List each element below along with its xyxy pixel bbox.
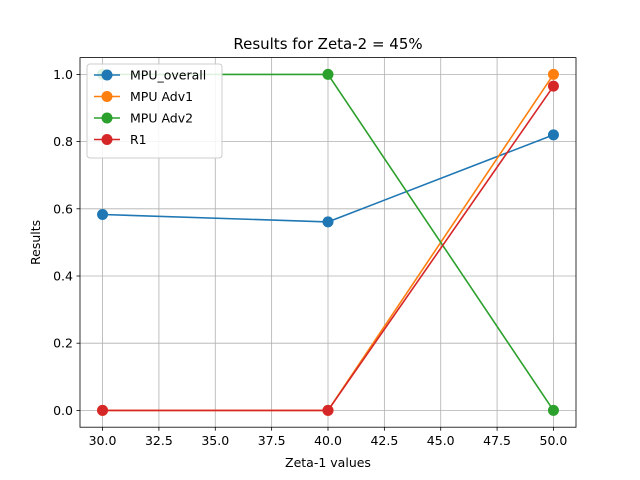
x-tick-label: 42.5 <box>370 433 398 448</box>
legend-label: MPU_overall <box>130 68 206 83</box>
series-r1 <box>97 80 559 416</box>
legend-item: MPU_overall <box>94 68 206 83</box>
x-tick-label: 30.0 <box>89 433 117 448</box>
data-point <box>547 404 559 416</box>
y-axis: 0.0 0.2 0.4 0.6 0.8 1.0 <box>53 67 80 418</box>
legend-item: MPU Adv1 <box>94 89 193 104</box>
y-tick-label: 0.4 <box>53 269 73 284</box>
y-tick-label: 0.8 <box>53 134 73 149</box>
chart-title: Results for Zeta-2 = 45% <box>233 35 422 53</box>
x-tick-label: 45.0 <box>427 433 455 448</box>
y-tick-label: 0.6 <box>53 201 73 216</box>
legend: MPU_overall MPU Adv1 MPU Adv2 R1 <box>86 63 223 159</box>
legend-label: R1 <box>130 132 147 147</box>
legend-label: MPU Adv1 <box>130 89 193 104</box>
legend-label: MPU Adv2 <box>130 111 193 126</box>
legend-box <box>86 63 223 159</box>
legend-marker <box>101 91 113 102</box>
y-tick-label: 1.0 <box>53 67 73 82</box>
data-point <box>322 68 334 80</box>
legend-item: MPU Adv2 <box>94 111 193 126</box>
data-point <box>547 129 559 141</box>
data-point <box>547 80 559 92</box>
x-tick-label: 32.5 <box>145 433 173 448</box>
legend-marker <box>101 112 113 124</box>
x-tick-label: 40.0 <box>314 433 342 448</box>
data-point <box>97 209 109 221</box>
legend-marker <box>101 134 113 145</box>
y-tick-label: 0.2 <box>53 336 73 351</box>
x-axis-label: Zeta-1 values <box>285 455 371 470</box>
data-point <box>322 216 334 228</box>
x-tick-label: 50.0 <box>540 433 568 448</box>
x-tick-label: 37.5 <box>258 433 286 448</box>
legend-item: R1 <box>94 132 147 147</box>
y-tick-label: 0.0 <box>53 403 73 418</box>
y-axis-label: Results <box>28 220 43 265</box>
x-tick-label: 47.5 <box>483 433 511 448</box>
data-point <box>97 404 109 416</box>
x-axis: 30.0 32.5 35.0 37.5 40.0 42.5 45.0 47.5 50.0 <box>89 427 568 448</box>
data-point <box>322 404 334 416</box>
series-mpu-overall <box>97 129 559 228</box>
data-point <box>547 68 559 80</box>
legend-marker <box>101 69 113 81</box>
x-tick-label: 35.0 <box>201 433 229 448</box>
